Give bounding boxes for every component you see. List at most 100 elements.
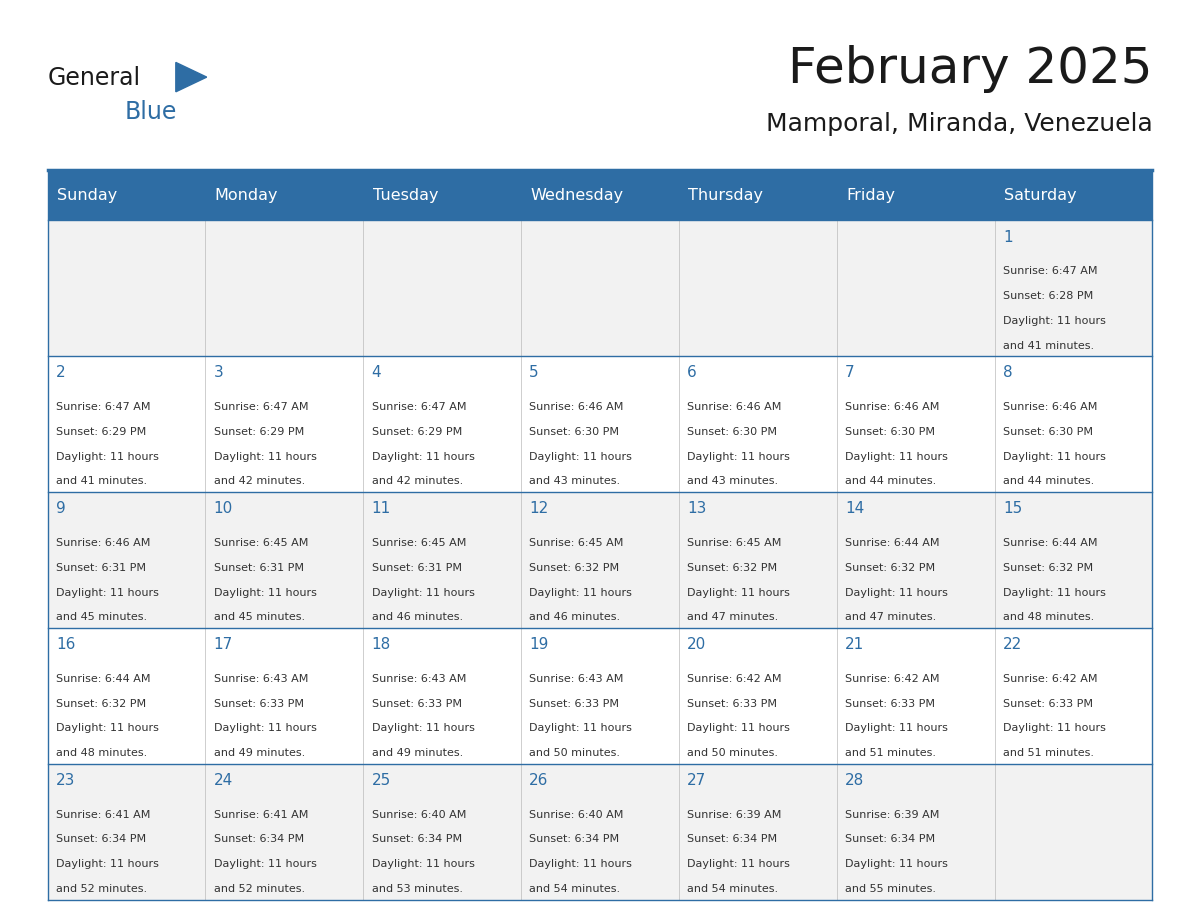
Text: Sunset: 6:32 PM: Sunset: 6:32 PM [530, 563, 619, 573]
Text: Sunrise: 6:42 AM: Sunrise: 6:42 AM [1003, 674, 1098, 684]
Bar [206, 220, 364, 356]
Bar [48, 356, 206, 492]
Bar [994, 492, 1152, 628]
Text: and 44 minutes.: and 44 minutes. [845, 476, 936, 487]
Text: and 41 minutes.: and 41 minutes. [56, 476, 147, 487]
Text: Sunset: 6:34 PM: Sunset: 6:34 PM [687, 834, 777, 845]
Text: Sunrise: 6:45 AM: Sunrise: 6:45 AM [214, 538, 308, 548]
Text: Sunset: 6:32 PM: Sunset: 6:32 PM [1003, 563, 1093, 573]
Bar [994, 356, 1152, 492]
Bar [48, 170, 206, 220]
Text: Sunset: 6:32 PM: Sunset: 6:32 PM [56, 699, 146, 709]
Text: Sunrise: 6:42 AM: Sunrise: 6:42 AM [845, 674, 940, 684]
Bar [206, 492, 364, 628]
Text: General: General [48, 66, 140, 90]
Text: Wednesday: Wednesday [531, 187, 624, 203]
Text: Sunset: 6:34 PM: Sunset: 6:34 PM [530, 834, 619, 845]
Text: Sunrise: 6:47 AM: Sunrise: 6:47 AM [372, 402, 466, 412]
Text: and 55 minutes.: and 55 minutes. [845, 884, 936, 894]
Bar [522, 220, 678, 356]
Bar [836, 220, 994, 356]
Bar [836, 356, 994, 492]
Text: 13: 13 [687, 501, 707, 516]
Text: 2: 2 [56, 365, 65, 380]
Text: Sunset: 6:31 PM: Sunset: 6:31 PM [372, 563, 461, 573]
Text: 10: 10 [214, 501, 233, 516]
Text: 22: 22 [1003, 637, 1022, 652]
Bar [206, 170, 364, 220]
Text: Sunrise: 6:45 AM: Sunrise: 6:45 AM [372, 538, 466, 548]
Text: Sunrise: 6:47 AM: Sunrise: 6:47 AM [214, 402, 308, 412]
Text: 14: 14 [845, 501, 864, 516]
Text: and 52 minutes.: and 52 minutes. [214, 884, 305, 894]
Text: Daylight: 11 hours: Daylight: 11 hours [530, 859, 632, 869]
Text: Sunrise: 6:44 AM: Sunrise: 6:44 AM [56, 674, 151, 684]
Text: Sunrise: 6:46 AM: Sunrise: 6:46 AM [845, 402, 940, 412]
Text: Sunset: 6:32 PM: Sunset: 6:32 PM [845, 563, 935, 573]
Text: and 47 minutes.: and 47 minutes. [845, 612, 936, 622]
Text: Sunset: 6:34 PM: Sunset: 6:34 PM [214, 834, 304, 845]
Text: Sunrise: 6:43 AM: Sunrise: 6:43 AM [530, 674, 624, 684]
Text: Sunset: 6:34 PM: Sunset: 6:34 PM [845, 834, 935, 845]
Text: 4: 4 [372, 365, 381, 380]
Text: Daylight: 11 hours: Daylight: 11 hours [1003, 723, 1106, 733]
Text: Daylight: 11 hours: Daylight: 11 hours [372, 452, 474, 462]
Text: Daylight: 11 hours: Daylight: 11 hours [56, 588, 159, 598]
Text: Sunset: 6:33 PM: Sunset: 6:33 PM [372, 699, 461, 709]
Text: and 49 minutes.: and 49 minutes. [214, 748, 305, 758]
Text: 16: 16 [56, 637, 75, 652]
Text: 9: 9 [56, 501, 65, 516]
Text: Sunrise: 6:40 AM: Sunrise: 6:40 AM [530, 810, 624, 820]
Text: Daylight: 11 hours: Daylight: 11 hours [56, 452, 159, 462]
Text: Sunrise: 6:44 AM: Sunrise: 6:44 AM [845, 538, 940, 548]
Text: Sunrise: 6:46 AM: Sunrise: 6:46 AM [530, 402, 624, 412]
Text: Daylight: 11 hours: Daylight: 11 hours [214, 452, 316, 462]
Text: and 48 minutes.: and 48 minutes. [1003, 612, 1094, 622]
Text: Thursday: Thursday [688, 187, 764, 203]
Bar [48, 220, 206, 356]
Text: and 42 minutes.: and 42 minutes. [214, 476, 305, 487]
Text: Sunset: 6:33 PM: Sunset: 6:33 PM [687, 699, 777, 709]
Bar [994, 220, 1152, 356]
Text: and 43 minutes.: and 43 minutes. [687, 476, 778, 487]
Text: Mamporal, Miranda, Venezuela: Mamporal, Miranda, Venezuela [765, 112, 1152, 136]
Text: Daylight: 11 hours: Daylight: 11 hours [1003, 452, 1106, 462]
Text: Daylight: 11 hours: Daylight: 11 hours [56, 723, 159, 733]
Bar [48, 628, 206, 764]
Text: 18: 18 [372, 637, 391, 652]
Text: February 2025: February 2025 [788, 45, 1152, 93]
Text: Sunset: 6:29 PM: Sunset: 6:29 PM [372, 427, 462, 437]
Text: Sunset: 6:30 PM: Sunset: 6:30 PM [1003, 427, 1093, 437]
Text: and 46 minutes.: and 46 minutes. [372, 612, 462, 622]
Text: Sunset: 6:32 PM: Sunset: 6:32 PM [687, 563, 777, 573]
Text: Daylight: 11 hours: Daylight: 11 hours [845, 452, 948, 462]
Text: Sunday: Sunday [57, 187, 118, 203]
Text: 27: 27 [687, 773, 707, 788]
Text: and 45 minutes.: and 45 minutes. [56, 612, 147, 622]
Text: Daylight: 11 hours: Daylight: 11 hours [1003, 316, 1106, 326]
Bar [994, 628, 1152, 764]
Text: 11: 11 [372, 501, 391, 516]
Bar [994, 764, 1152, 900]
Text: Tuesday: Tuesday [373, 187, 438, 203]
Bar [522, 492, 678, 628]
Text: Sunset: 6:34 PM: Sunset: 6:34 PM [56, 834, 146, 845]
Text: Sunrise: 6:42 AM: Sunrise: 6:42 AM [687, 674, 782, 684]
Text: Daylight: 11 hours: Daylight: 11 hours [530, 452, 632, 462]
Bar [678, 628, 836, 764]
Bar [522, 764, 678, 900]
Text: Sunrise: 6:39 AM: Sunrise: 6:39 AM [845, 810, 940, 820]
Text: Sunrise: 6:41 AM: Sunrise: 6:41 AM [214, 810, 308, 820]
Bar [364, 628, 522, 764]
Text: Sunset: 6:30 PM: Sunset: 6:30 PM [845, 427, 935, 437]
Text: Sunset: 6:30 PM: Sunset: 6:30 PM [687, 427, 777, 437]
Text: and 48 minutes.: and 48 minutes. [56, 748, 147, 758]
Text: 20: 20 [687, 637, 707, 652]
Text: and 50 minutes.: and 50 minutes. [687, 748, 778, 758]
Text: Sunrise: 6:46 AM: Sunrise: 6:46 AM [56, 538, 150, 548]
Text: Sunrise: 6:46 AM: Sunrise: 6:46 AM [1003, 402, 1098, 412]
Bar [678, 764, 836, 900]
Text: 17: 17 [214, 637, 233, 652]
Text: Sunrise: 6:45 AM: Sunrise: 6:45 AM [530, 538, 624, 548]
Text: Monday: Monday [215, 187, 278, 203]
